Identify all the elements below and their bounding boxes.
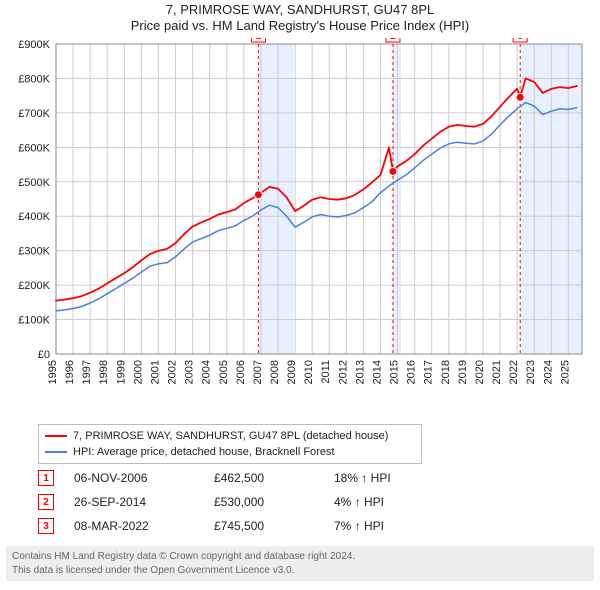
svg-text:2014: 2014 <box>371 360 383 384</box>
sales-table: 1 06-NOV-2006 £462,500 18% ↑ HPI 2 26-SE… <box>38 466 558 538</box>
sale-marker-icon: 1 <box>38 470 54 486</box>
svg-text:2008: 2008 <box>269 360 281 384</box>
legend-label-b: HPI: Average price, detached house, Brac… <box>73 446 335 458</box>
svg-text:2010: 2010 <box>303 360 315 384</box>
legend-swatch-a <box>45 435 67 437</box>
sale-marker-icon: 2 <box>38 494 54 510</box>
svg-text:2007: 2007 <box>252 360 264 384</box>
svg-text:£0: £0 <box>38 349 50 361</box>
svg-text:2012: 2012 <box>337 360 349 384</box>
legend-swatch-b <box>45 451 67 453</box>
svg-text:1999: 1999 <box>115 360 127 384</box>
svg-text:£600K: £600K <box>18 142 50 154</box>
price-chart: 1 2 3 £0 £100K £200K £300K £400K £500K £600K £700K… <box>0 38 600 418</box>
svg-text:2009: 2009 <box>286 360 298 384</box>
svg-text:£800K: £800K <box>18 73 50 85</box>
svg-text:2002: 2002 <box>167 360 179 384</box>
svg-text:3: 3 <box>517 38 523 42</box>
svg-text:2016: 2016 <box>406 360 418 384</box>
legend-label-a: 7, PRIMROSE WAY, SANDHURST, GU47 8PL (de… <box>73 430 388 442</box>
sale-row: 3 08-MAR-2022 £745,500 7% ↑ HPI <box>38 514 558 538</box>
sale-date: 26-SEP-2014 <box>74 495 214 509</box>
svg-text:2: 2 <box>390 38 396 42</box>
sale-diff: 18% ↑ HPI <box>334 471 454 485</box>
svg-text:£300K: £300K <box>18 246 50 258</box>
sale-marker-icon: 3 <box>38 518 54 534</box>
svg-text:2001: 2001 <box>149 360 161 384</box>
svg-text:£500K: £500K <box>18 177 50 189</box>
svg-text:2017: 2017 <box>423 360 435 384</box>
svg-text:2023: 2023 <box>525 360 537 384</box>
attribution-footer: Contains HM Land Registry data © Crown c… <box>6 546 594 581</box>
svg-text:2006: 2006 <box>235 360 247 384</box>
legend-item-series-a: 7, PRIMROSE WAY, SANDHURST, GU47 8PL (de… <box>45 428 415 444</box>
title-line-2: Price paid vs. HM Land Registry's House … <box>0 18 600 33</box>
svg-text:1998: 1998 <box>98 360 110 384</box>
svg-text:1995: 1995 <box>47 360 59 384</box>
legend: 7, PRIMROSE WAY, SANDHURST, GU47 8PL (de… <box>38 424 422 464</box>
svg-text:2000: 2000 <box>132 360 144 384</box>
svg-text:2021: 2021 <box>491 360 503 384</box>
svg-text:£900K: £900K <box>18 39 50 51</box>
sale-date: 06-NOV-2006 <box>74 471 214 485</box>
svg-text:£700K: £700K <box>18 108 50 120</box>
svg-text:2004: 2004 <box>201 360 213 384</box>
svg-text:2003: 2003 <box>184 360 196 384</box>
sale-diff: 7% ↑ HPI <box>334 519 454 533</box>
svg-text:2022: 2022 <box>508 360 520 384</box>
svg-text:2018: 2018 <box>440 360 452 384</box>
footer-line-1: Contains HM Land Registry data © Crown c… <box>12 550 588 564</box>
svg-text:£100K: £100K <box>18 315 50 327</box>
legend-item-series-b: HPI: Average price, detached house, Brac… <box>45 444 415 460</box>
sale-price: £530,000 <box>214 495 334 509</box>
svg-text:2011: 2011 <box>320 360 332 384</box>
sale-diff: 4% ↑ HPI <box>334 495 454 509</box>
svg-text:1996: 1996 <box>64 360 76 384</box>
chart-titles: 7, PRIMROSE WAY, SANDHURST, GU47 8PL Pri… <box>0 2 600 33</box>
svg-text:£200K: £200K <box>18 280 50 292</box>
svg-text:2025: 2025 <box>559 360 571 384</box>
sale-row: 2 26-SEP-2014 £530,000 4% ↑ HPI <box>38 490 558 514</box>
svg-text:2024: 2024 <box>542 360 554 384</box>
svg-text:£400K: £400K <box>18 211 50 223</box>
sale-price: £745,500 <box>214 519 334 533</box>
svg-text:1997: 1997 <box>81 360 93 384</box>
svg-text:2019: 2019 <box>457 360 469 384</box>
title-line-1: 7, PRIMROSE WAY, SANDHURST, GU47 8PL <box>0 2 600 17</box>
svg-text:2013: 2013 <box>354 360 366 384</box>
sale-price: £462,500 <box>214 471 334 485</box>
sale-date: 08-MAR-2022 <box>74 519 214 533</box>
page: 7, PRIMROSE WAY, SANDHURST, GU47 8PL Pri… <box>0 0 600 590</box>
svg-text:1: 1 <box>256 38 262 42</box>
svg-text:2020: 2020 <box>474 360 486 384</box>
svg-text:2015: 2015 <box>389 360 401 384</box>
svg-text:2005: 2005 <box>218 360 230 384</box>
sale-row: 1 06-NOV-2006 £462,500 18% ↑ HPI <box>38 466 558 490</box>
footer-line-2: This data is licensed under the Open Gov… <box>12 564 588 578</box>
